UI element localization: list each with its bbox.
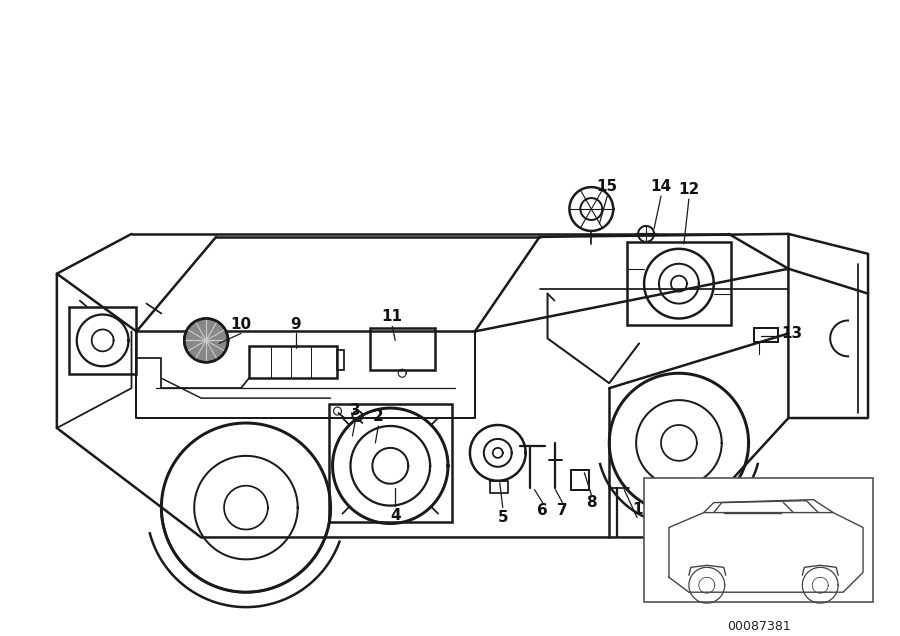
Bar [337, 350, 345, 370]
Text: 12: 12 [679, 182, 699, 197]
Text: 10: 10 [230, 317, 251, 332]
Bar [644, 478, 873, 602]
Bar [328, 404, 452, 522]
Text: 4: 4 [390, 508, 400, 523]
Bar [572, 470, 590, 490]
Text: 7: 7 [557, 503, 568, 518]
Bar [249, 347, 337, 378]
Text: 15: 15 [597, 179, 617, 193]
Text: 8: 8 [586, 495, 597, 510]
Text: 2: 2 [373, 408, 383, 424]
Text: 13: 13 [781, 326, 802, 341]
Text: 9: 9 [291, 317, 301, 332]
Bar [627, 242, 731, 326]
Text: 5: 5 [498, 510, 508, 525]
Text: 1: 1 [632, 502, 643, 517]
Text: 6: 6 [537, 503, 548, 518]
Bar [753, 328, 778, 342]
Bar [371, 328, 435, 370]
Polygon shape [184, 319, 228, 363]
Bar [68, 307, 137, 374]
Text: 3: 3 [350, 403, 361, 418]
Text: 00087381: 00087381 [726, 620, 790, 633]
Text: 11: 11 [382, 309, 403, 324]
Text: 14: 14 [651, 179, 671, 193]
